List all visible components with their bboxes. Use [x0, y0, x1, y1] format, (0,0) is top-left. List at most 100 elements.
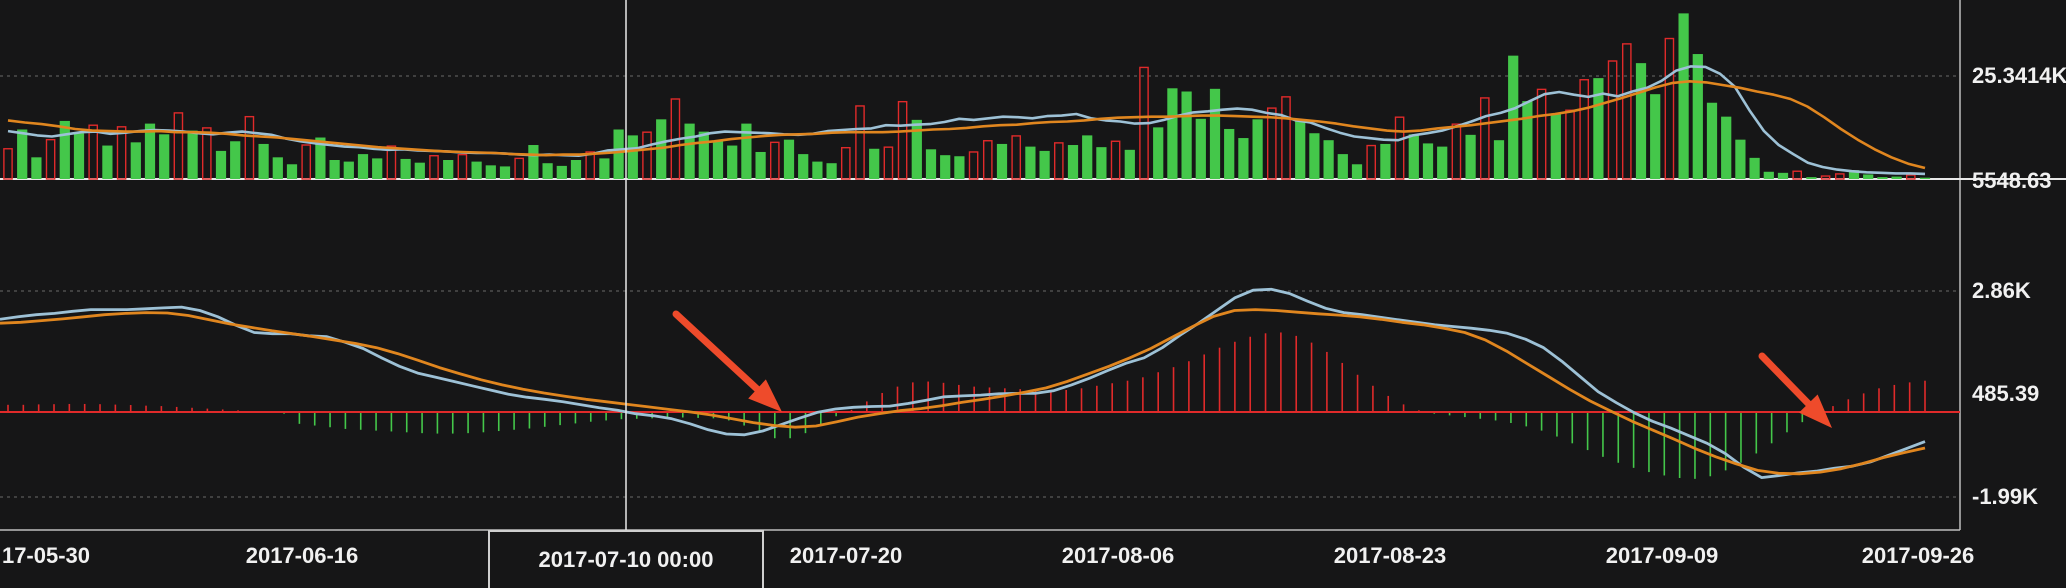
volume-bar — [613, 129, 624, 179]
volume-bar — [869, 148, 880, 179]
volume-bar — [783, 139, 795, 179]
volume-ma-line — [7, 80, 1926, 170]
volume-bar — [1309, 133, 1320, 179]
x-tick-label: 17-05-30 — [1, 543, 91, 568]
x-tick-label: 2017-09-09 — [1605, 543, 1719, 568]
volume-bar — [826, 163, 837, 179]
volume-bar — [897, 100, 908, 180]
volume-bar — [1266, 107, 1277, 180]
volume-bar — [1721, 116, 1732, 179]
volume-bar — [272, 157, 283, 179]
volume-bar — [1039, 150, 1050, 179]
volume-bar — [1763, 171, 1774, 179]
volume-bar — [1593, 78, 1604, 179]
volume-bar — [116, 126, 127, 180]
volume-bar — [769, 141, 780, 180]
volume-bar — [712, 140, 724, 179]
volume-bar — [1834, 173, 1845, 180]
volume-bar — [1692, 54, 1703, 179]
volume-bar — [471, 161, 482, 179]
volume-bar — [73, 133, 85, 179]
volume-bar — [514, 157, 525, 180]
volume-bar — [925, 149, 937, 179]
y-tick-macd-top: 2.86K — [1972, 278, 2031, 303]
volume-bar — [1550, 113, 1561, 179]
volume-bar — [1579, 79, 1590, 180]
volume-bar — [215, 150, 227, 179]
volume-bar — [1366, 144, 1377, 180]
volume-bar — [429, 155, 439, 180]
volume-bar — [1607, 60, 1618, 180]
volume-bar — [244, 115, 255, 180]
volume-bar — [599, 158, 610, 179]
volume-bar — [1792, 170, 1803, 180]
x-tick-label: 2017-08-06 — [1061, 543, 1175, 568]
volume-bar — [187, 130, 198, 179]
volume-bar — [1621, 43, 1632, 180]
volume-bar — [1437, 146, 1448, 179]
volume-bar — [1678, 13, 1689, 180]
volume-ma-line — [7, 65, 1926, 176]
volume-bar — [59, 120, 70, 179]
volume-bar — [1252, 119, 1263, 179]
volume-bar — [1891, 176, 1902, 179]
volume-bar — [812, 161, 823, 179]
volume-bar — [855, 105, 865, 180]
macd-lines — [0, 287, 1926, 480]
volume-bar — [1522, 101, 1533, 179]
volume-bar — [159, 134, 170, 179]
volume-bar — [1351, 164, 1363, 179]
volume-bar — [201, 127, 212, 180]
volume-bar — [1181, 91, 1192, 179]
volume-bar — [570, 159, 582, 179]
volume-bar — [372, 158, 383, 179]
volume-bar — [1749, 157, 1760, 179]
volume-bar — [1323, 140, 1334, 179]
annotation-arrow-shaft — [1758, 352, 1812, 408]
volume-bar — [1025, 146, 1036, 179]
volume-bar — [17, 129, 28, 179]
volume-bar — [45, 138, 56, 180]
volume-bar — [1848, 170, 1860, 179]
x-tick-label: 2017-07-20 — [789, 543, 903, 568]
volume-bar — [301, 144, 312, 180]
volume-bar — [1394, 116, 1405, 180]
volume-bar — [1664, 37, 1675, 180]
volume-bar — [1706, 102, 1718, 179]
volume-bar — [258, 143, 269, 179]
x-tick-label: 2017-08-23 — [1333, 543, 1447, 568]
volume-bar — [1153, 127, 1164, 179]
volume-bar — [1295, 119, 1306, 179]
volume-bar — [1565, 109, 1575, 180]
annotation-arrow-head — [1798, 394, 1832, 428]
volume-bar — [698, 131, 709, 179]
volume-bar — [684, 123, 695, 179]
volume-bar — [940, 155, 951, 179]
volume-bar — [840, 146, 851, 180]
volume-bar — [414, 162, 425, 179]
volume-bar — [911, 119, 922, 179]
grid-lines — [0, 75, 1960, 498]
volume-bar — [144, 123, 156, 179]
volume-bar — [1224, 128, 1235, 179]
volume-bar — [1919, 177, 1931, 179]
macd-line — [0, 287, 1926, 480]
volume-bar — [627, 135, 638, 179]
x-tick-label: 2017-06-16 — [245, 543, 359, 568]
volume-bar — [883, 146, 894, 180]
volume-bar — [173, 112, 184, 180]
volume-bar — [485, 165, 496, 179]
volume-bar — [1806, 177, 1817, 179]
volume-bar — [457, 153, 468, 180]
volume-bar — [499, 166, 511, 179]
volume-ma-lines — [7, 65, 1926, 176]
volume-bar — [1536, 88, 1547, 180]
annotation-arrow-shaft — [672, 310, 761, 393]
crosshair-time-label: 2017-07-10 00:00 — [488, 530, 764, 588]
volume-bar — [443, 159, 454, 179]
volume-bar — [1735, 139, 1746, 179]
volume-bar — [1863, 174, 1874, 179]
volume-bar — [727, 145, 738, 179]
